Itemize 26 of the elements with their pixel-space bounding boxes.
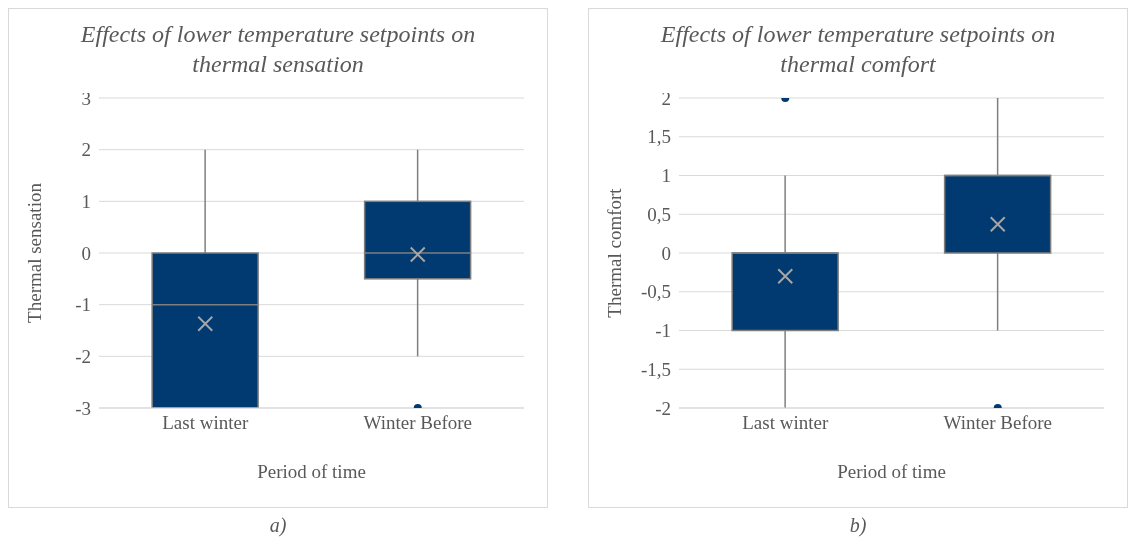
text: a) [268, 514, 288, 537]
y-tick-label: -1 [75, 294, 91, 316]
x-axis-title: Period of time [837, 461, 946, 482]
y-tick-label: 1 [661, 165, 671, 187]
y-tick-label: -2 [75, 346, 91, 368]
y-tick-label: -1,5 [640, 358, 671, 380]
x-tick-label: Winter Before [363, 412, 472, 434]
y-tick-label: -1 [655, 320, 671, 342]
y-axis-title: Thermal comfort [603, 187, 625, 318]
y-tick-label: -3 [75, 397, 91, 419]
y-tick-label: -0,5 [640, 281, 671, 303]
x-axis-title: Period of time [257, 461, 366, 482]
chart-title: Effects of lower temperature setpoints on thermal sensation [79, 20, 477, 79]
y-axis-title: Thermal sensation [23, 182, 45, 323]
text: b) [848, 514, 868, 537]
y-tick-label: 0 [81, 242, 91, 264]
y-tick-label: 0,5 [647, 203, 671, 225]
x-tick-label: Last winter [742, 412, 829, 434]
chart-title: Effects of lower temperature setpoints on thermal comfort [659, 20, 1057, 79]
y-tick-label: -2 [655, 397, 671, 419]
y-tick-label: 0 [661, 242, 671, 264]
y-tick-label: 2 [81, 139, 91, 161]
y-tick-label: 1 [81, 191, 91, 213]
y-tick-label: 1,5 [647, 126, 671, 148]
x-tick-label: Winter Before [943, 412, 1052, 434]
x-tick-label: Last winter [162, 412, 249, 434]
